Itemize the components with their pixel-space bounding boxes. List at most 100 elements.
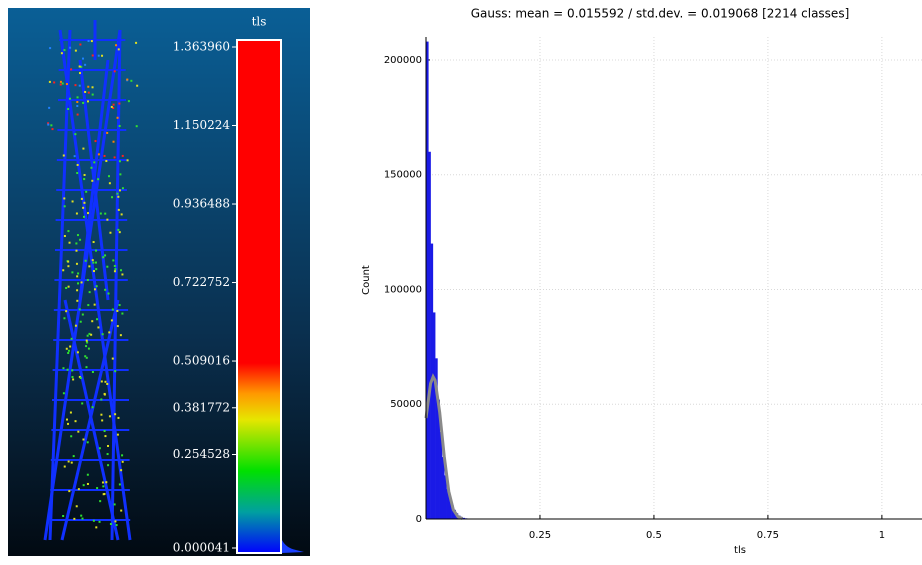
point [67, 265, 69, 267]
point [81, 281, 83, 283]
point [75, 50, 77, 52]
point [67, 369, 69, 371]
point [49, 47, 51, 49]
point [117, 325, 119, 327]
point [115, 44, 117, 46]
point [69, 345, 71, 347]
point [121, 313, 123, 315]
scale-tick-label: 1.363960 [173, 40, 230, 54]
point [114, 265, 116, 267]
point [93, 161, 95, 163]
point [69, 242, 71, 244]
color-bar [237, 40, 281, 553]
point [107, 453, 109, 455]
point [81, 402, 83, 404]
point [66, 83, 68, 85]
point [71, 338, 73, 340]
point [119, 304, 121, 306]
point [106, 219, 108, 221]
point [75, 250, 77, 252]
point [80, 321, 82, 323]
point [62, 367, 64, 369]
point [76, 289, 78, 291]
point [68, 286, 70, 288]
point [119, 173, 121, 175]
point [92, 262, 94, 264]
screen: tls 1.3639601.1502240.9364880.7227520.50… [0, 0, 922, 561]
point [70, 68, 72, 70]
point [86, 357, 88, 359]
point [82, 102, 84, 104]
x-tick-label: 0.5 [646, 530, 662, 541]
3d-view: tls 1.3639601.1502240.9364880.7227520.50… [8, 8, 310, 556]
point [74, 84, 76, 86]
point [102, 256, 104, 258]
point [76, 263, 78, 265]
point [87, 304, 89, 306]
point [87, 474, 89, 476]
scale-tick-label: 0.381772 [173, 400, 230, 414]
point [95, 268, 97, 270]
point [63, 155, 65, 157]
point [60, 81, 62, 83]
point [52, 128, 54, 130]
point [79, 308, 81, 310]
point [49, 81, 51, 83]
point [69, 47, 71, 49]
point [88, 265, 90, 267]
point [105, 481, 107, 483]
point [116, 524, 118, 526]
point [117, 196, 119, 198]
point [78, 488, 80, 490]
point [122, 155, 124, 157]
point [71, 462, 73, 464]
point [96, 285, 98, 287]
scale-tick-label: 1.150224 [173, 118, 231, 132]
point [84, 174, 86, 176]
point [94, 288, 96, 290]
point [61, 52, 63, 54]
point [96, 487, 98, 489]
point [104, 289, 106, 291]
point [92, 371, 94, 373]
point [67, 423, 69, 425]
point [112, 309, 114, 311]
point [108, 331, 110, 333]
chart-title: Gauss: mean = 0.015592 / std.dev. = 0.01… [471, 7, 850, 21]
point [135, 42, 137, 44]
point [120, 510, 122, 512]
point [112, 259, 114, 261]
point [114, 268, 116, 270]
point [76, 101, 78, 103]
point [111, 319, 113, 321]
point [104, 213, 106, 215]
point [63, 197, 65, 199]
point [63, 49, 65, 51]
point [87, 441, 89, 443]
point [95, 250, 97, 252]
point [106, 266, 108, 268]
point [77, 96, 79, 98]
point [97, 326, 99, 328]
point [47, 124, 49, 126]
point [94, 140, 96, 142]
point [114, 413, 116, 415]
point [95, 526, 97, 528]
point [117, 117, 119, 119]
point [106, 383, 108, 385]
point [76, 275, 78, 277]
point [87, 100, 89, 102]
histogram-chart: Gauss: mean = 0.015592 / std.dev. = 0.01… [361, 7, 922, 557]
scale-title: tls [252, 15, 267, 29]
scale-tick-label: 0.000041 [173, 541, 230, 555]
point [104, 393, 106, 395]
point [136, 125, 138, 127]
point [68, 350, 70, 352]
point [76, 505, 78, 507]
point [109, 415, 111, 417]
point [62, 515, 64, 517]
point [82, 314, 84, 316]
point [91, 180, 93, 182]
point [76, 105, 78, 107]
point [71, 369, 73, 371]
